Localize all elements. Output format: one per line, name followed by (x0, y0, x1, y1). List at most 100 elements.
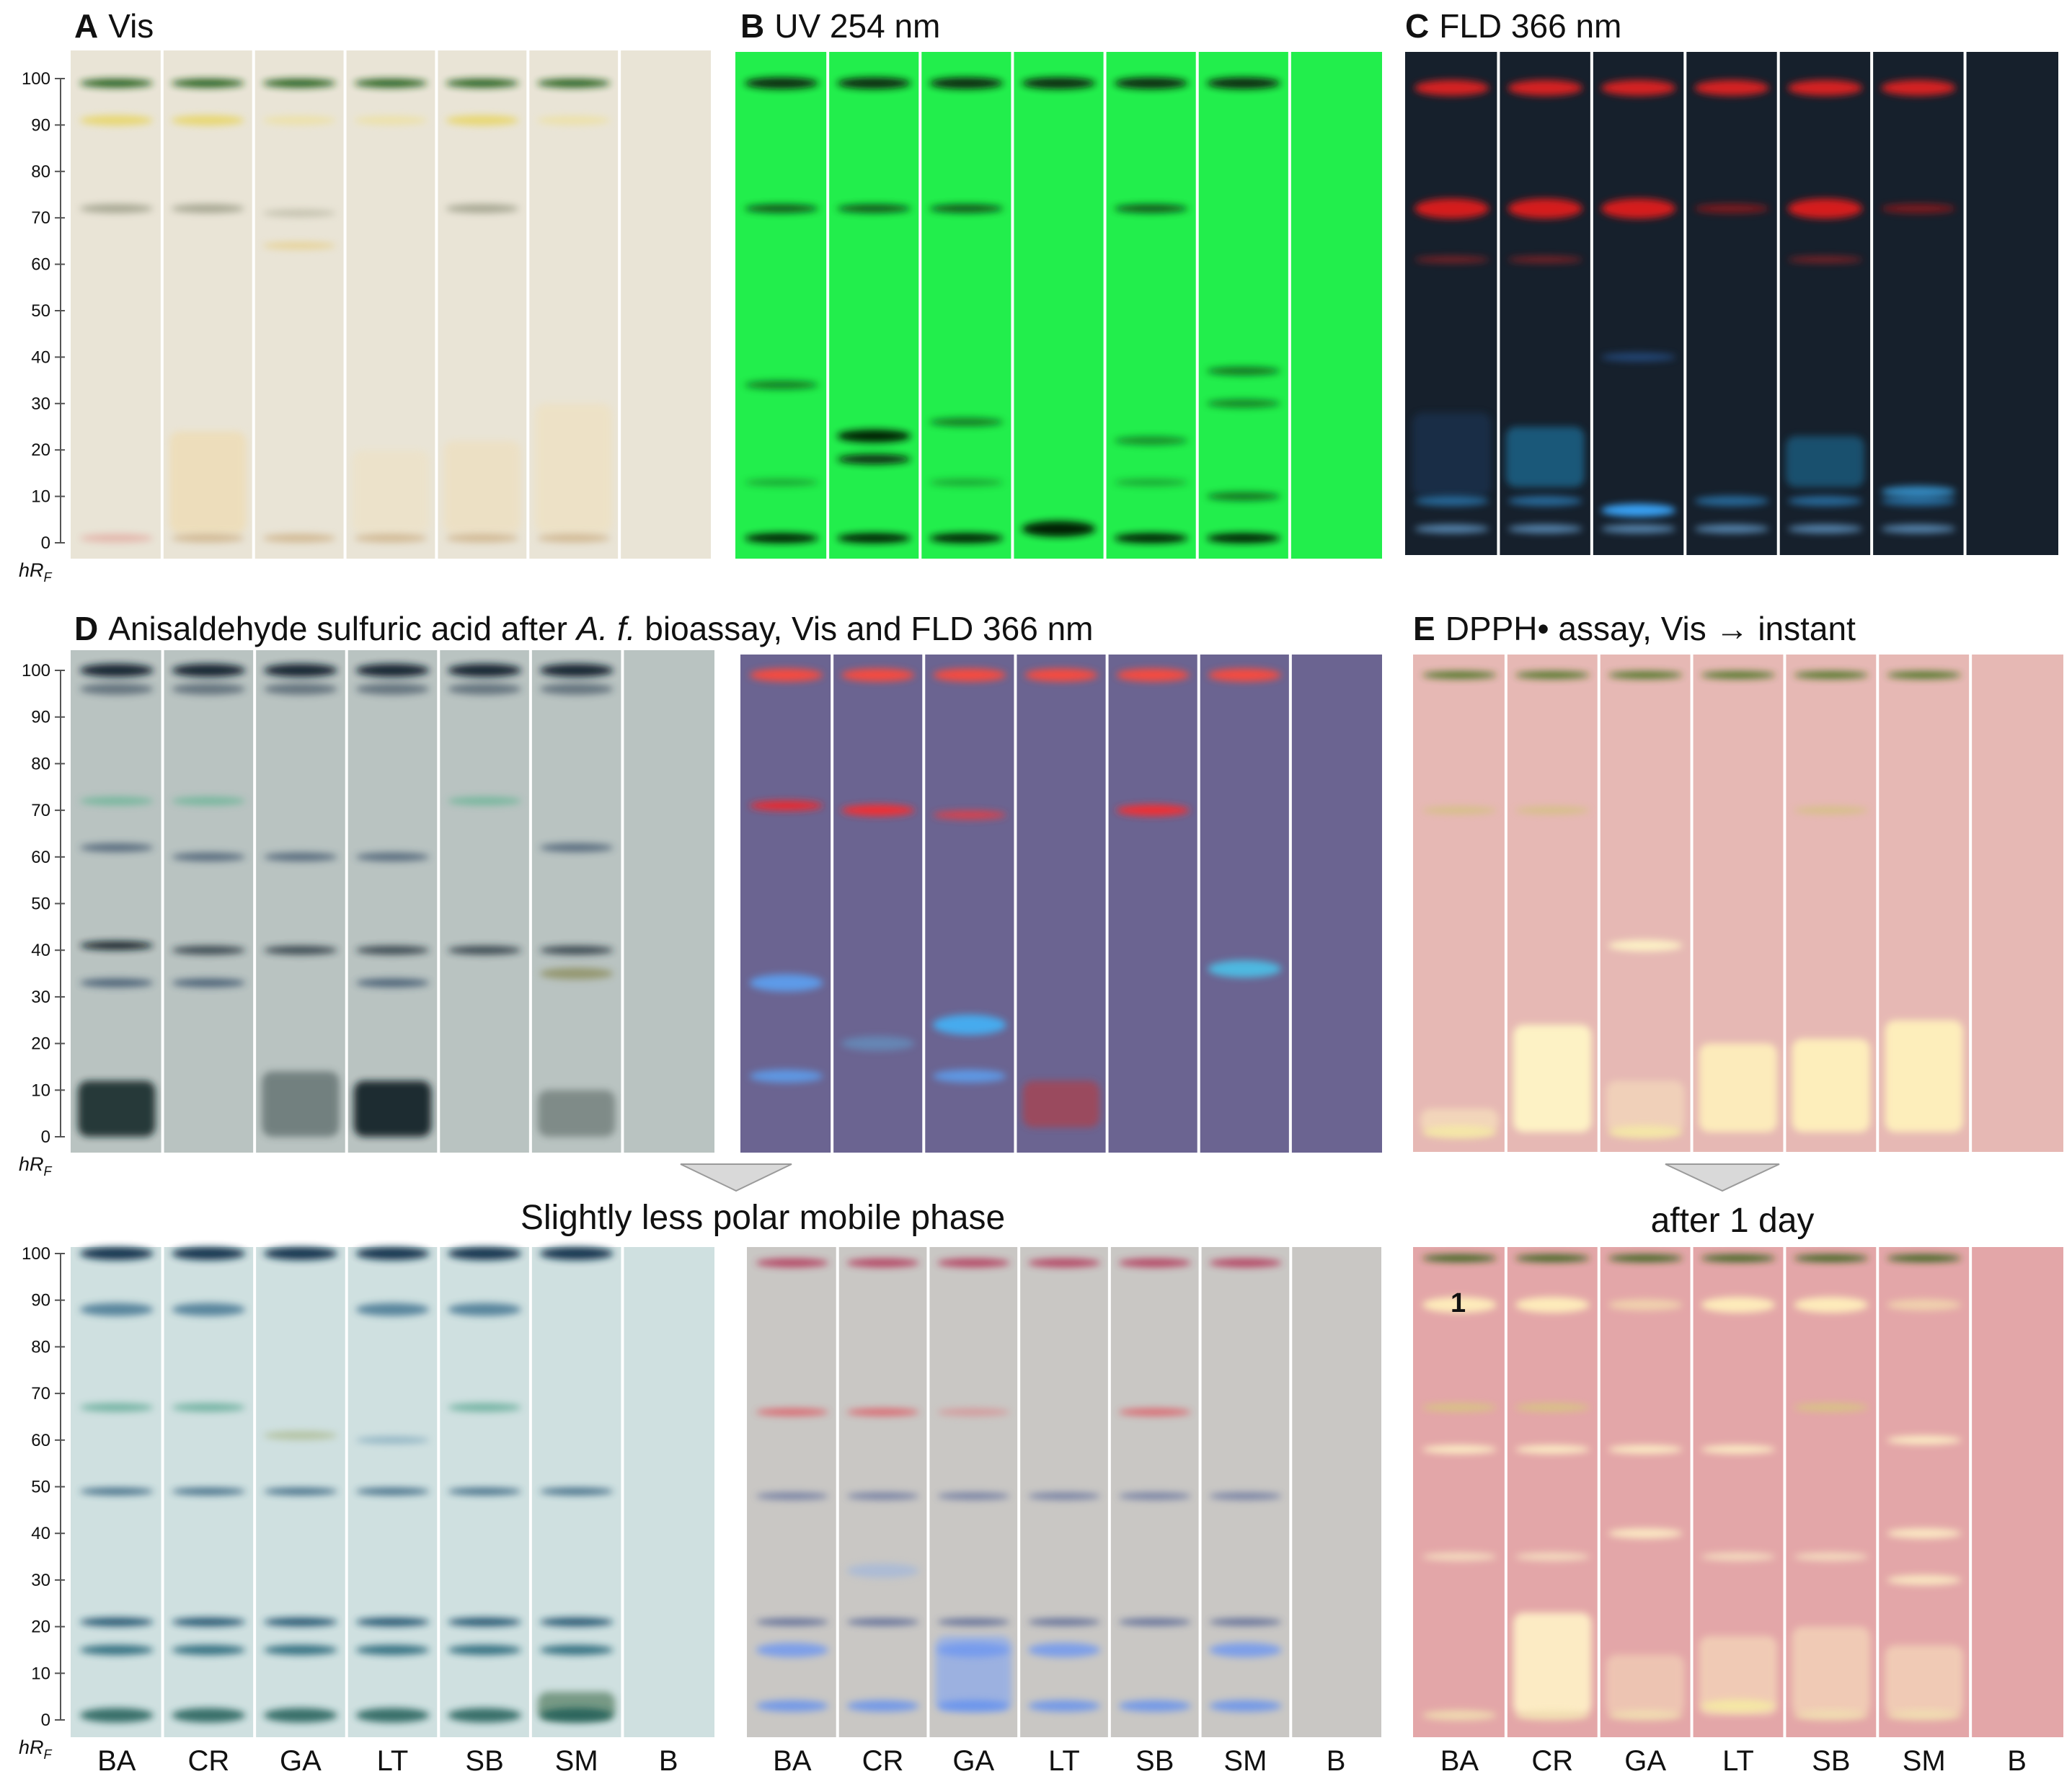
hrf-axis-top-tick-label: 40 (31, 347, 50, 367)
hrf-axis-top-tick-label: 60 (31, 255, 50, 275)
plate-lower-anisaldehyde-vis-band (172, 1403, 246, 1412)
plate-lower-anisaldehyde-fld-band (937, 1492, 1010, 1500)
plate-b-band (1206, 533, 1281, 544)
lane-label-cr: CR (1531, 1745, 1573, 1777)
plate-a-band (354, 115, 428, 125)
plate-d-vis-band (355, 946, 430, 955)
panel-c-letter: C (1405, 7, 1429, 45)
plate-a (71, 50, 711, 559)
plate-lower-anisaldehyde-fld-band (1118, 1408, 1191, 1416)
hrf-axis-bottom-tick-label: 10 (31, 1664, 50, 1683)
plate-lower-anisaldehyde-vis-band (263, 1618, 337, 1627)
plate-lower-anisaldehyde-vis-band (263, 1487, 337, 1495)
plate-lower-dpph-1day-band (1887, 1254, 1962, 1262)
plate-c-band (1507, 198, 1582, 219)
plate-d-vis-band (79, 797, 154, 806)
plate-lower-dpph-1day-band (1515, 1552, 1590, 1561)
plate-e-instant-zone (1606, 1081, 1685, 1132)
lane-label-ga: GA (1624, 1745, 1666, 1777)
plate-a-band (79, 115, 154, 125)
lane-label-sm: SM (1223, 1745, 1267, 1777)
panel-d-title-post: bioassay, Vis and FLD 366 nm (636, 610, 1094, 647)
plate-d-fld-band (749, 1069, 823, 1083)
plate-lower-anisaldehyde-vis-band (172, 1303, 246, 1316)
plate-d-fld-band (749, 800, 823, 811)
plate-b-band (929, 479, 1004, 487)
plate-lower-anisaldehyde-vis-band (263, 1247, 337, 1260)
down-arrow-right (1665, 1163, 1780, 1192)
plate-lower-anisaldehyde-fld-band (937, 1700, 1010, 1712)
plate-d-vis-band (539, 683, 614, 695)
plate-lower-dpph-1day-band (1422, 1445, 1497, 1454)
plate-lower-anisaldehyde-fld-band (756, 1492, 829, 1500)
plate-d-vis-background (71, 650, 714, 1153)
plate-c-band (1507, 256, 1582, 264)
plate-lower-anisaldehyde-vis-band (263, 1708, 337, 1723)
plate-c-band (1787, 198, 1863, 219)
plate-b-band (1114, 479, 1188, 487)
hrf-axis-bottom-tick-label: 50 (31, 1478, 50, 1497)
plate-lower-anisaldehyde-vis-band (79, 1618, 154, 1627)
plate-a-band (79, 533, 154, 543)
plate-d-vis-band (79, 843, 154, 852)
plate-lower-anisaldehyde-vis-band (355, 1436, 430, 1444)
plate-c-zone (1505, 427, 1585, 487)
plate-a-band (171, 533, 245, 543)
plate-e-instant-band (1422, 671, 1497, 679)
lane-label-sm: SM (1903, 1745, 1946, 1777)
plate-c-band (1881, 79, 1956, 96)
plate-lower-anisaldehyde-fld-band (846, 1258, 919, 1267)
hrf-axis-middle-tick-label: 10 (31, 1081, 50, 1100)
lane-label-sb: SB (465, 1745, 503, 1777)
plate-lower-dpph-1day-band (1701, 1445, 1776, 1454)
plate-a-band (446, 79, 519, 88)
plate-c (1405, 52, 2058, 555)
plate-d-vis-band (355, 683, 430, 695)
plate-c-band (1787, 79, 1863, 96)
plate-d-vis-band (172, 797, 246, 806)
plate-b (735, 52, 1382, 559)
plate-c-band (1414, 496, 1489, 507)
plate-c-zone (1786, 435, 1864, 487)
plate-e-instant (1413, 655, 2063, 1152)
plate-b-band (1022, 77, 1096, 89)
plate-e-instant-band (1422, 807, 1497, 815)
plate-c-band (1601, 503, 1676, 517)
plate-lower-anisaldehyde-fld (747, 1247, 1381, 1737)
plate-b-band (836, 454, 911, 465)
hrf-axis-middle-tick-label: 60 (31, 848, 50, 867)
plate-d-vis-zone (538, 1090, 616, 1137)
plate-c-band (1881, 203, 1956, 214)
plate-d-vis-band (263, 946, 337, 955)
plate-lower-anisaldehyde-fld-band (1118, 1700, 1191, 1712)
lane-label-cr: CR (187, 1745, 229, 1777)
plate-c-band (1507, 79, 1582, 96)
panel-b-letter: B (740, 7, 764, 45)
hrf-axis-top-hrf-label: hRF (19, 559, 53, 585)
hrf-axis-bottom-tick-label: 100 (22, 1244, 50, 1264)
plate-d-fld (740, 655, 1382, 1153)
hrf-axis-middle-tick-label: 90 (31, 708, 50, 727)
plate-e-instant-band (1701, 671, 1776, 679)
plate-a-band (79, 79, 154, 88)
plate-e-instant-band (1608, 671, 1683, 679)
plate-d-vis-band (172, 683, 246, 695)
plate-d-vis-band (79, 683, 154, 695)
hrf-axis-bottom-tick-label: 90 (31, 1291, 50, 1310)
plate-d-vis-zone (262, 1071, 340, 1137)
panel-d-letter: D (74, 610, 98, 647)
panel-a-title: Vis (108, 7, 154, 45)
plate-d-vis-band (539, 946, 614, 955)
plate-lower-dpph-1day-band (1701, 1297, 1776, 1313)
plate-lower-dpph-1day-band (1515, 1297, 1590, 1313)
plate-lower-anisaldehyde-vis-band (448, 1487, 522, 1495)
plate-b-band (744, 77, 819, 89)
plate-a-band (171, 204, 245, 213)
plate-lower-anisaldehyde-fld-band (1209, 1258, 1282, 1267)
plate-c-band (1414, 524, 1489, 533)
plate-d-fld-background (740, 655, 1382, 1153)
plate-b-band (929, 417, 1004, 427)
hrf-axis-middle-hrf-label: hRF (19, 1153, 53, 1179)
